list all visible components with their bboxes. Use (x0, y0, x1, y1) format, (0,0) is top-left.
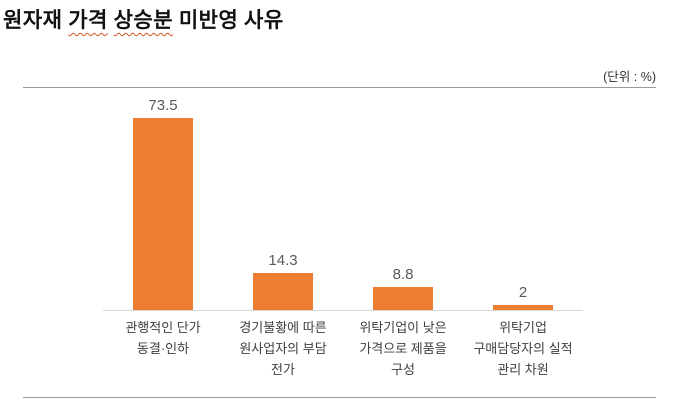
bar-value-label: 8.8 (392, 266, 414, 283)
category-label-line: 전가 (271, 362, 295, 377)
top-rule-line (23, 87, 656, 88)
bar (133, 118, 193, 310)
bar-value-label: 2 (518, 283, 528, 301)
title-text-spellcheck: 가격 (68, 8, 108, 32)
category-label-line: 동결·인하 (136, 341, 190, 356)
title-text: 원자재 (3, 8, 69, 32)
bottom-rule-line (23, 397, 656, 398)
category-label-line: 원사업자의 부담 (239, 341, 327, 356)
bar-slot: 73.5 (103, 88, 223, 310)
category-label-line: 가격으로 제품을 (359, 341, 447, 356)
bar (253, 272, 313, 310)
category-labels: 관행적인 단가 동결·인하 경기불황에 따른 원사업자의 부담 전가 위탁기업이 낮은 가격… (103, 317, 583, 380)
category-label-line: 관행적인 단가 (125, 320, 201, 335)
bar-slot: 2 (463, 88, 583, 310)
bar-slot: 14.3 (223, 88, 343, 310)
unit-label: (단위 : %) (603, 70, 656, 84)
bar-value-label: 14.3 (268, 251, 298, 269)
category-label-line: 관리 차원 (497, 362, 549, 377)
category-label-line: 위탁기업이 낮은 (359, 320, 447, 335)
title-text: 미반영 사유 (173, 8, 284, 32)
category-label-line: 구성 (391, 362, 415, 377)
category-label-line: 경기불황에 따른 (239, 320, 327, 335)
page-title: 원자재 가격 상승분 미반영 사유 (3, 4, 284, 34)
category-label-line: 위탁기업 (499, 320, 547, 335)
bar (493, 304, 553, 310)
plot-area: 73.5 14.3 8.8 2 (103, 88, 583, 311)
title-text-spellcheck: 상승분 (113, 8, 174, 32)
bar-slot: 8.8 (343, 88, 463, 310)
bar-value-label: 73.5 (148, 97, 178, 114)
bar (373, 287, 433, 310)
category-label-line: 구매담당자의 실적 (473, 341, 573, 356)
